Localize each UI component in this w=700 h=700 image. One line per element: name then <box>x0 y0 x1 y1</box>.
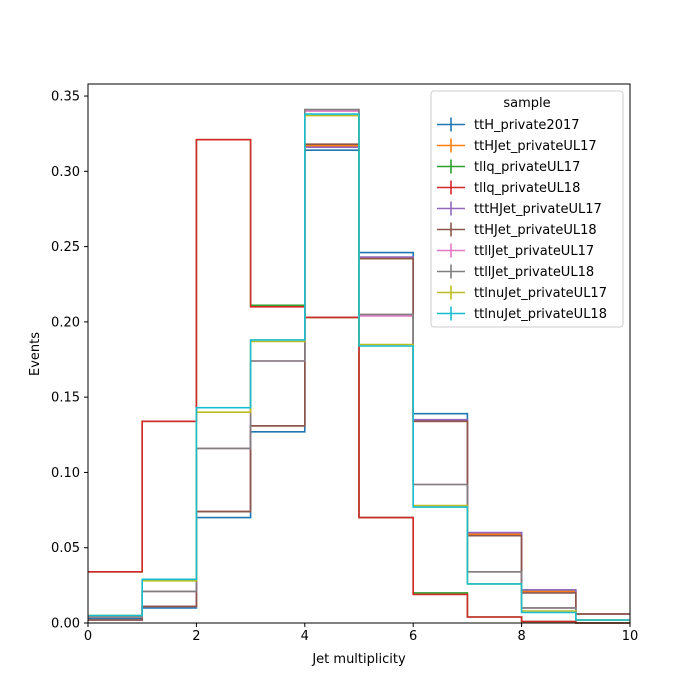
y-tick-label: 0.15 <box>51 391 80 406</box>
legend-label: tllq_privateUL18 <box>474 181 580 196</box>
legend-item: tllq_privateUL17 <box>437 159 580 175</box>
y-tick-label: 0.10 <box>51 466 80 481</box>
x-tick-label: 2 <box>192 629 200 644</box>
legend-label: ttHJet_privateUL17 <box>474 139 597 154</box>
x-axis: 0 2 4 6 8 10 <box>84 623 638 644</box>
legend-label: tllq_privateUL17 <box>474 160 580 175</box>
plot-frame <box>87 83 631 624</box>
y-tick-label: 0.20 <box>51 315 80 330</box>
legend-title: sample <box>503 96 550 111</box>
legend-item: ttHJet_privateUL18 <box>437 222 597 238</box>
legend-items: ttH_private2017 ttHJet_privateUL17 tllq_pr… <box>437 117 607 322</box>
series-layer <box>88 108 630 624</box>
legend-item: ttH_private2017 <box>437 117 580 133</box>
series-line-ttlnuJet_privateUL18 <box>88 113 630 621</box>
x-tick-label: 6 <box>409 629 417 644</box>
x-tick-label: 4 <box>301 629 309 644</box>
legend-box <box>430 90 624 328</box>
legend: sample ttH_private2017 ttHJet_privateUL17… <box>430 90 624 328</box>
legend-item: ttlnuJet_privateUL17 <box>437 285 607 301</box>
y-axis: 0.00 0.05 0.10 0.15 0.20 0.25 0.30 0.35 <box>51 90 88 632</box>
series-line-tllq_privateUL18 <box>88 138 630 624</box>
legend-label: ttHJet_privateUL18 <box>474 223 597 238</box>
y-tick-label: 0.25 <box>51 240 80 255</box>
legend-label: ttH_private2017 <box>474 118 580 133</box>
legend-item: ttllJet_privateUL18 <box>437 264 594 280</box>
y-axis-label: Events <box>28 332 43 376</box>
legend-item: ttllJet_privateUL17 <box>437 243 594 259</box>
y-tick-label: 0.30 <box>51 165 80 180</box>
x-tick-label: 10 <box>622 629 639 644</box>
y-tick-label: 0.05 <box>51 541 80 556</box>
legend-label: tttHJet_privateUL17 <box>474 202 602 217</box>
x-axis-label: Jet multiplicity <box>311 652 406 667</box>
legend-label: ttllJet_privateUL17 <box>474 244 594 259</box>
y-tick-label: 0.00 <box>51 617 80 632</box>
legend-label: ttlnuJet_privateUL17 <box>474 286 607 301</box>
y-tick-label: 0.35 <box>51 90 80 105</box>
legend-label: ttllJet_privateUL18 <box>474 265 594 280</box>
x-tick-label: 0 <box>84 629 92 644</box>
legend-item: ttHJet_privateUL17 <box>437 138 597 154</box>
x-tick-label: 8 <box>517 629 525 644</box>
legend-item: ttlnuJet_privateUL18 <box>437 306 607 322</box>
legend-item: tllq_privateUL18 <box>437 180 580 196</box>
legend-item: tttHJet_privateUL17 <box>437 201 602 217</box>
legend-label: ttlnuJet_privateUL18 <box>474 307 607 322</box>
